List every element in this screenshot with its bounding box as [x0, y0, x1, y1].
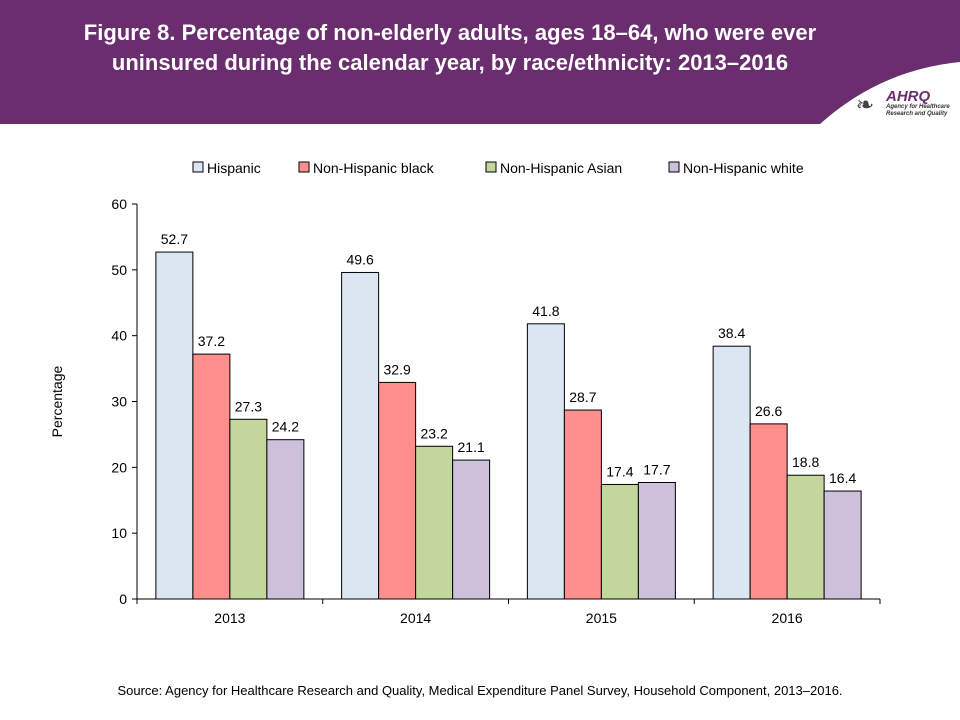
- legend-label: Hispanic: [207, 160, 261, 176]
- x-tick-label: 2016: [772, 610, 803, 626]
- hhs-eagle-icon: ❧: [855, 92, 875, 117]
- y-tick-label: 50: [111, 262, 127, 278]
- data-label: 17.7: [643, 461, 670, 477]
- legend-swatch: [668, 161, 680, 173]
- data-label: 38.4: [718, 325, 745, 341]
- y-axis-label: Percentage: [49, 365, 65, 437]
- bar-non-hispanic-white: [823, 490, 862, 600]
- legend-label: Non-Hispanic white: [683, 160, 804, 176]
- x-tick-label: 2013: [214, 610, 245, 626]
- data-label: 52.7: [161, 231, 188, 247]
- source-note: Source: Agency for Healthcare Research a…: [117, 683, 843, 698]
- data-label: 24.2: [272, 419, 299, 435]
- bar-hispanic: [341, 271, 380, 600]
- bar-hispanic: [155, 251, 194, 600]
- bar-non-hispanic-black: [378, 381, 417, 600]
- y-tick-label: 20: [111, 459, 127, 475]
- bar-hispanic: [526, 323, 565, 600]
- header-banner: Figure 8. Percentage of non-elderly adul…: [0, 0, 960, 124]
- bar-non-hispanic-asian: [786, 474, 825, 600]
- y-tick-label: 30: [111, 394, 127, 410]
- data-label: 32.9: [384, 361, 411, 377]
- data-label: 16.4: [829, 470, 856, 486]
- bar-non-hispanic-black: [192, 353, 231, 600]
- bar-non-hispanic-white: [266, 439, 305, 600]
- bar-non-hispanic-asian: [229, 418, 268, 600]
- bar-hispanic: [712, 345, 751, 600]
- data-label: 49.6: [347, 251, 374, 267]
- ahrq-logo: ❧ AHRQ Agency for Healthcare Research an…: [850, 88, 960, 124]
- data-label: 27.3: [235, 398, 262, 414]
- y-tick-label: 0: [119, 591, 127, 607]
- bar-non-hispanic-black: [563, 409, 602, 600]
- legend-swatch: [192, 161, 204, 173]
- legend-swatch: [298, 161, 310, 173]
- legend-label: Non-Hispanic Asian: [500, 160, 622, 176]
- logo-name: AHRQ: [886, 88, 931, 105]
- x-tick-label: 2015: [586, 610, 617, 626]
- data-label: 41.8: [532, 303, 559, 319]
- legend-swatch: [485, 161, 497, 173]
- data-label: 18.8: [792, 454, 819, 470]
- bar-non-hispanic-white: [637, 481, 676, 600]
- data-label: 23.2: [421, 425, 448, 441]
- data-label: 37.2: [198, 333, 225, 349]
- bar-chart: 0 10 20 30 40 50 60 2013 52.7 37.2 27.3 24.2 2014 49.…: [49, 160, 881, 626]
- data-label: 17.4: [606, 463, 633, 479]
- bar-non-hispanic-asian: [600, 483, 639, 600]
- data-label: 26.6: [755, 403, 782, 419]
- y-tick-label: 40: [111, 328, 127, 344]
- y-tick-label: 10: [111, 525, 127, 541]
- bar-non-hispanic-white: [452, 459, 491, 600]
- x-tick-label: 2014: [400, 610, 431, 626]
- header-curve: [820, 62, 960, 124]
- bar-non-hispanic-asian: [415, 445, 454, 600]
- chart-title: Figure 8. Percentage of non-elderly adul…: [83, 20, 817, 75]
- y-tick-label: 60: [111, 196, 127, 212]
- legend-label: Non-Hispanic black: [313, 160, 435, 176]
- bar-non-hispanic-black: [749, 423, 788, 600]
- data-label: 28.7: [569, 389, 596, 405]
- data-label: 21.1: [458, 439, 485, 455]
- logo-subtitle: Agency for Healthcare Research and Quali…: [886, 104, 950, 117]
